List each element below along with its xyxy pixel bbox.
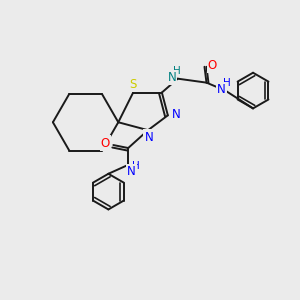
Text: H: H	[132, 161, 140, 171]
Text: N: N	[172, 108, 181, 121]
Text: N: N	[217, 83, 226, 96]
Text: O: O	[101, 136, 110, 150]
Text: N: N	[127, 165, 136, 178]
Text: H: H	[224, 78, 231, 88]
Text: N: N	[145, 130, 153, 144]
Text: O: O	[208, 59, 217, 72]
Text: S: S	[130, 78, 137, 91]
Text: N: N	[167, 71, 176, 84]
Text: H: H	[173, 66, 181, 76]
